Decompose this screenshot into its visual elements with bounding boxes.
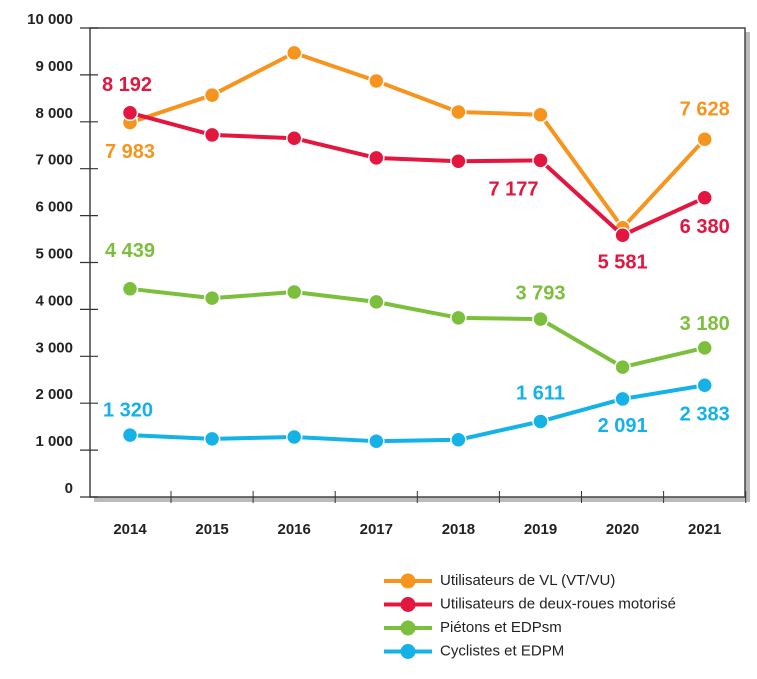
- data-point: [614, 227, 631, 244]
- y-tick-label: 4 000: [35, 292, 73, 309]
- legend-label: Cyclistes et EDPM: [440, 642, 564, 659]
- data-label: 4 439: [105, 240, 155, 262]
- data-point: [368, 149, 385, 167]
- legend-marker: [400, 597, 416, 612]
- y-tick-label: 2 000: [35, 386, 73, 403]
- y-tick-label: 9 000: [35, 58, 73, 75]
- data-point: [121, 426, 139, 444]
- data-point: [285, 428, 303, 446]
- legend-label: Piétons et EDPsm: [440, 619, 562, 636]
- x-tick-label: 2017: [360, 521, 393, 538]
- series-line: [129, 286, 706, 370]
- x-tick-label: 2021: [688, 521, 721, 538]
- series-line: [129, 383, 706, 444]
- data-point: [285, 129, 303, 147]
- x-tick-label: 2020: [606, 521, 639, 538]
- legend-label: Utilisateurs de deux-roues motorisé: [440, 595, 676, 612]
- y-tick-label: 6 000: [35, 199, 73, 216]
- data-point: [450, 103, 467, 121]
- data-point: [450, 431, 467, 449]
- y-tick-label: 1 000: [35, 433, 73, 450]
- x-tick-label: 2019: [524, 521, 557, 538]
- y-tick-label: 3 000: [35, 339, 73, 356]
- series-line: [129, 50, 707, 230]
- data-point: [532, 106, 549, 124]
- data-point: [614, 358, 631, 376]
- legend-marker: [400, 573, 416, 589]
- data-point: [121, 104, 139, 122]
- data-point: [285, 283, 303, 301]
- x-tick-label: 2018: [442, 521, 475, 538]
- data-label: 1 611: [516, 383, 565, 405]
- data-label: 2 091: [598, 415, 648, 437]
- y-tick-label: 8 000: [35, 105, 73, 122]
- plot-area: [89, 27, 746, 498]
- data-point: [696, 376, 713, 394]
- data-point: [203, 430, 221, 448]
- data-label: 8 192: [102, 74, 152, 96]
- data-label: 5 581: [598, 252, 648, 274]
- data-point: [532, 310, 549, 328]
- data-label: 7 983: [105, 141, 155, 163]
- legend-label: Utilisateurs de VL (VT/VU): [440, 572, 615, 589]
- data-point: [203, 126, 221, 144]
- y-tick-label: 5 000: [35, 245, 73, 262]
- x-tick-label: 2014: [113, 521, 147, 538]
- data-point: [368, 72, 385, 90]
- data-point: [532, 413, 549, 430]
- data-point: [696, 339, 713, 357]
- data-label: 3 793: [515, 282, 565, 304]
- data-point: [368, 293, 385, 311]
- y-tick-label: 7 000: [35, 152, 73, 169]
- legend-marker: [400, 644, 416, 659]
- data-label: 2 383: [680, 404, 730, 426]
- data-point: [203, 289, 221, 307]
- legend-marker: [400, 620, 416, 636]
- data-label: 1 320: [103, 399, 153, 421]
- data-point: [368, 432, 385, 450]
- data-point: [532, 152, 549, 169]
- x-tick-label: 2016: [278, 521, 311, 538]
- data-label: 7 177: [488, 179, 538, 201]
- data-point: [121, 280, 139, 298]
- data-point: [696, 189, 713, 207]
- data-label: 7 628: [680, 99, 730, 121]
- data-point: [203, 86, 221, 104]
- data-point: [450, 309, 467, 327]
- series-line: [129, 110, 706, 238]
- data-point: [450, 152, 467, 170]
- x-tick-label: 2015: [195, 521, 228, 538]
- data-label: 3 180: [680, 313, 730, 335]
- y-tick-label: 10 000: [27, 11, 73, 28]
- data-point: [696, 130, 713, 148]
- data-label: 6 380: [680, 216, 730, 238]
- data-point: [285, 44, 303, 62]
- data-point: [614, 390, 631, 408]
- y-tick-label: 0: [65, 480, 73, 497]
